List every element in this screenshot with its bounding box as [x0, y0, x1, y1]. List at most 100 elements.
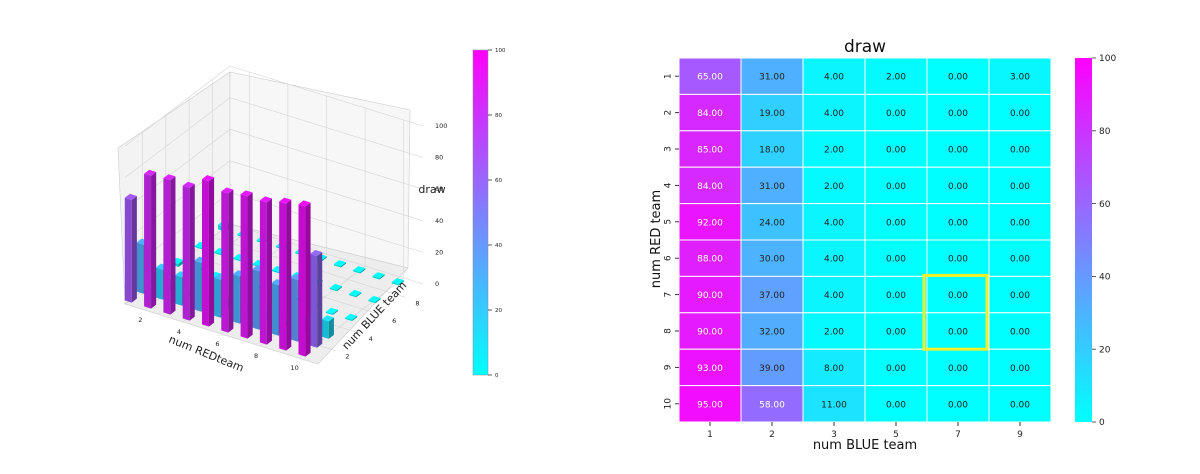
- heatmap-cell-label: 84.00: [697, 182, 723, 192]
- heatmap-cell: [988, 312, 1052, 350]
- z-tick-label: 40: [435, 217, 443, 225]
- heatmap-cells: [678, 57, 1052, 423]
- x-tick-label: 4: [177, 328, 181, 336]
- heatmap-cell: [740, 57, 804, 95]
- heatmap-cell-label: 4.00: [824, 109, 844, 119]
- heatmap-x-label: num BLUE team: [813, 438, 917, 453]
- heatmap-cell-label: 0.00: [886, 146, 906, 156]
- y-tick-label: 5: [664, 219, 674, 225]
- heatmap-cell-label: 0.00: [886, 218, 906, 228]
- colorbar-tick-label: 40: [1099, 273, 1111, 283]
- heatmap-cell-label: 11.00: [821, 400, 847, 410]
- heatmap-y-label: num RED team: [649, 190, 664, 288]
- heatmap-cell-label: 65.00: [697, 73, 723, 83]
- heatmap-cell: [926, 203, 990, 241]
- bar-3d: [144, 169, 157, 309]
- bar-3d: [201, 175, 215, 327]
- heatmap-cell-label: 0.00: [1010, 328, 1030, 338]
- heatmap-cell: [988, 239, 1052, 277]
- heatmap-cell: [802, 275, 866, 314]
- left-colorbar-ticks: 0 20 40 60 80 100: [488, 48, 506, 379]
- colorbar-tick-label: 60: [495, 178, 502, 184]
- heatmap-cell-label: 3.00: [1010, 73, 1030, 83]
- y-tick-label: 7: [664, 292, 674, 298]
- colorbar-tick-label: 0: [1099, 418, 1105, 428]
- heatmap-cell-label: 0.00: [886, 255, 906, 265]
- grid-line: [229, 160, 424, 222]
- colorbar-tick-label: 100: [495, 48, 506, 54]
- colorbar-tick-label: 20: [1099, 345, 1111, 355]
- grid-line: [229, 65, 424, 127]
- heatmap-cell-label: 32.00: [759, 328, 785, 338]
- heatmap-cell-label: 0.00: [886, 328, 906, 338]
- y-tick-label: 8: [664, 328, 674, 334]
- heatmap-cell-label: 0.00: [948, 109, 968, 119]
- y-tick-label: 9: [664, 364, 674, 370]
- heatmap-cell-label: 0.00: [948, 255, 968, 265]
- bar-3d: [163, 174, 176, 315]
- y-tick-label: 4: [664, 182, 674, 188]
- heatmap-cell-label: 85.00: [697, 146, 723, 156]
- heatmap-cell-label: 4.00: [824, 218, 844, 228]
- heatmap-x-ticks: 1 2 3 5 7 9: [707, 422, 1023, 440]
- heatmap-cell-label: 0.00: [948, 291, 968, 301]
- z-tick-label: 20: [435, 248, 443, 256]
- bar-3d: [333, 260, 347, 268]
- heatmap-cell: [802, 57, 866, 95]
- heatmap-cell-label: 19.00: [759, 109, 785, 119]
- heatmap-cell: [926, 348, 990, 387]
- bar-3d: [279, 197, 292, 351]
- heatmap-cell: [988, 348, 1052, 387]
- heatmap-cell: [740, 312, 804, 350]
- heatmap-cell-label: 4.00: [824, 255, 844, 265]
- heatmap-cell-label: 0.00: [886, 291, 906, 301]
- colorbar-tick-label: 100: [1099, 54, 1116, 64]
- y-tick-label: 4: [369, 335, 373, 343]
- x-tick-label: 10: [291, 364, 299, 372]
- grid-line: [229, 97, 424, 158]
- heatmap-cell-label: 24.00: [759, 218, 785, 228]
- heatmap-cell: [926, 57, 990, 95]
- heatmap-cell-label: 0.00: [1010, 218, 1030, 228]
- heatmap-cell: [926, 275, 990, 314]
- bar-3d: [240, 190, 253, 339]
- heatmap-cell-label: 30.00: [759, 255, 785, 265]
- heatmap-cell: [740, 239, 804, 277]
- y-tick-label: 6: [392, 317, 396, 325]
- heatmap-cell-label: 4.00: [824, 291, 844, 301]
- grid-line: [124, 65, 231, 147]
- bar-3d: [325, 307, 338, 316]
- y-tick-labels: 2 4 6 8: [345, 299, 419, 360]
- x-tick-label: 8: [254, 352, 258, 360]
- x-tick-label: 2: [769, 430, 775, 440]
- y-tick-label: 2: [345, 353, 349, 361]
- heatmap-cell-label: 0.00: [1010, 400, 1030, 410]
- x-axis-label: num REDteam: [167, 333, 246, 375]
- heatmap-cell-label: 4.00: [824, 73, 844, 83]
- heatmap-cell-labels: 65.00 31.00 4.00 2.00 0.00 3.00 84.00 19.00 4.00…: [697, 73, 1030, 411]
- heatmap-cell-label: 0.00: [886, 364, 906, 374]
- heatmap-y-ticks: 1 2 3 4 5 6 7 8 9 10: [664, 73, 679, 410]
- heatmap-cell-label: 0.00: [886, 182, 906, 192]
- heatmap-cell: [988, 203, 1052, 241]
- x-tick-label: 6: [215, 340, 219, 348]
- right-colorbar: [1075, 58, 1092, 422]
- colorbar-tick-label: 40: [495, 243, 502, 249]
- bar-3d: [298, 200, 311, 357]
- x-tick-label: 5: [893, 430, 899, 440]
- heatmap-cell: [740, 275, 804, 314]
- heatmap-cell-label: 2.00: [824, 328, 844, 338]
- z-tick-label: 80: [435, 154, 443, 162]
- heatmap-cell-label: 2.00: [824, 146, 844, 156]
- y-tick-label: 8: [415, 299, 419, 307]
- colorbar-tick-label: 80: [1099, 127, 1111, 137]
- heatmap-cell-label: 93.00: [697, 364, 723, 374]
- heatmap-cell-label: 2.00: [824, 182, 844, 192]
- right-colorbar-ticks: 0 20 40 60 80 100: [1092, 54, 1116, 428]
- y-tick-label: 6: [664, 255, 674, 261]
- x-tick-label: 1: [707, 430, 713, 440]
- heatmap-cell-label: 0.00: [1010, 109, 1030, 119]
- heatmap-cell-label: 0.00: [886, 400, 906, 410]
